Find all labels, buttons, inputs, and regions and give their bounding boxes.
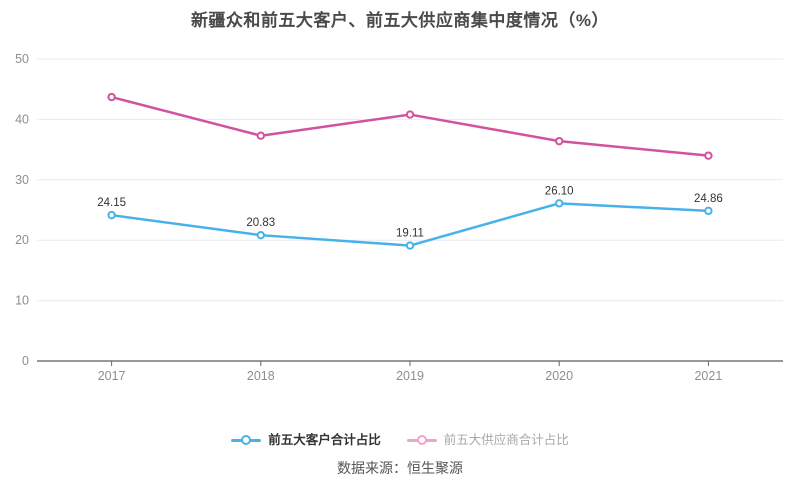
data-point — [256, 131, 265, 140]
legend-label-customers: 前五大客户合计占比 — [268, 433, 381, 447]
data-point — [405, 110, 415, 119]
legend-label-suppliers: 前五大供应商合计占比 — [443, 433, 569, 447]
x-axis-tick-label: 2021 — [694, 369, 722, 383]
series-line-1 — [110, 95, 710, 157]
data-point — [107, 210, 116, 220]
legend-item-suppliers[interactable]: 前五大供应商合计占比 — [406, 430, 569, 450]
line-marker-icon — [406, 435, 437, 446]
data-point — [704, 151, 713, 160]
data-point — [555, 136, 564, 146]
data-point-label: 20.83 — [246, 217, 275, 229]
legend: 前五大客户合计占比 前五大供应商合计占比 — [0, 430, 800, 450]
y-axis-tick-label: 0 — [22, 354, 29, 368]
data-point — [107, 92, 116, 102]
line-marker-icon — [231, 435, 262, 446]
data-point — [256, 230, 265, 240]
data-source-text: 数据来源：恒生聚源 — [337, 460, 463, 476]
y-axis-tick-label: 20 — [15, 233, 29, 247]
line-chart-canvas: 0 10 20 30 40 50 2017 2018 2019 2020 2021 24.15 20.8… — [15, 52, 783, 383]
y-axis-tick-label: 40 — [15, 112, 29, 126]
x-axis-tick-label: 2018 — [247, 369, 275, 383]
data-point — [704, 206, 713, 216]
x-axis-tick-label: 2019 — [396, 369, 424, 383]
x-axis-tick-label: 2020 — [545, 369, 573, 383]
data-point — [555, 199, 564, 208]
y-axis-tick-label: 50 — [15, 52, 29, 66]
x-axis-tick-label: 2017 — [98, 369, 126, 383]
data-point-label: 24.15 — [97, 197, 126, 209]
legend-item-customers[interactable]: 前五大客户合计占比 — [231, 430, 381, 450]
data-point-label: 26.10 — [545, 185, 574, 197]
data-point-label: 19.11 — [396, 228, 424, 240]
data-point-label: 24.86 — [694, 193, 723, 205]
y-axis-tick-label: 10 — [15, 294, 29, 308]
chart-title: 新疆众和前五大客户、前五大供应商集中度情况（%） — [190, 11, 610, 30]
data-point — [405, 241, 415, 250]
y-axis-tick-label: 30 — [15, 173, 29, 187]
